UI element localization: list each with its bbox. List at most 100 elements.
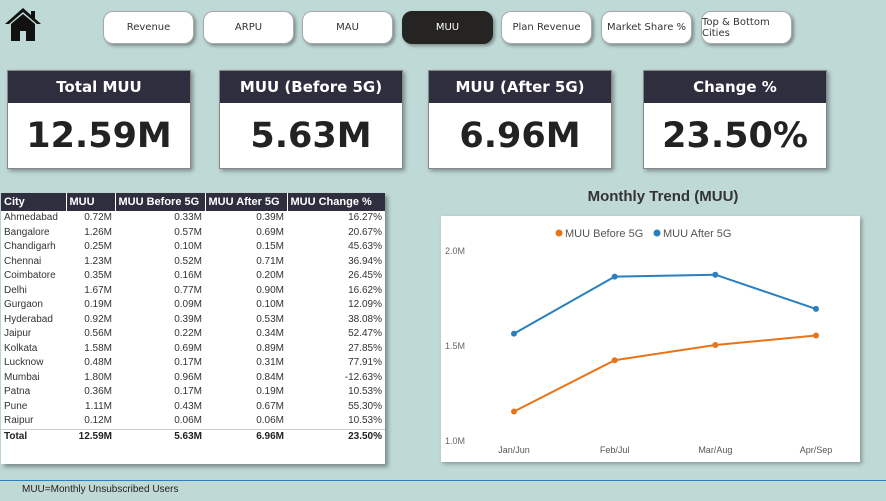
table-cell: 36.94%	[348, 255, 382, 267]
table-row[interactable]: Coimbatore 0.35M 0.16M 0.20M 26.45%	[1, 269, 385, 284]
data-point[interactable]	[511, 330, 517, 337]
table-cell: 1.67M	[84, 284, 112, 296]
table-cell: Chandigarh	[4, 241, 56, 252]
kpi-card-title: Total MUU	[8, 71, 190, 103]
column-header-muu-change[interactable]: MUU Change %	[287, 193, 385, 211]
kpi-card-title: Change %	[644, 71, 826, 103]
nav-button-arpu[interactable]: ARPU	[203, 11, 294, 44]
legend-label[interactable]: MUU After 5G	[663, 228, 731, 240]
nav-button-plan-revenue[interactable]: Plan Revenue	[501, 11, 592, 44]
nav-button-market-share[interactable]: Market Share %	[601, 11, 692, 44]
nav-button-revenue[interactable]: Revenue	[103, 11, 194, 44]
legend-marker	[653, 229, 661, 237]
table-cell: Total	[1, 428, 66, 444]
table-cell: 0.92M	[84, 313, 112, 325]
monthly-trend-chart: 2.0M 1.5M 1.0M Jan/Jun Feb/Jul Mar/Aug Apr/Sep…	[441, 216, 860, 462]
table-row[interactable]: Jaipur 0.56M 0.22M 0.34M 52.47%	[1, 327, 385, 342]
table-cell: Gurgaon	[4, 299, 43, 310]
table-row[interactable]: Kolkata 1.58M 0.69M 0.89M 27.85%	[1, 342, 385, 357]
table-cell: 12.09%	[348, 299, 382, 310]
legend-label[interactable]: MUU Before 5G	[565, 228, 643, 240]
x-tick-label: Apr/Sep	[800, 445, 833, 455]
table-cell: 0.17M	[174, 357, 202, 368]
table-cell: 0.16M	[174, 270, 202, 281]
table-row[interactable]: Ahmedabad 0.72M 0.33M 0.39M 16.27%	[1, 211, 385, 226]
table-cell: 0.69M	[256, 226, 284, 238]
table-row[interactable]: Raipur 0.12M 0.06M 0.06M 10.53%	[1, 414, 385, 429]
kpi-card-value: 6.96M	[459, 116, 581, 156]
table-cell: Ahmedabad	[4, 212, 58, 223]
data-point[interactable]	[611, 357, 618, 364]
data-point[interactable]	[813, 332, 819, 339]
table-cell: 0.06M	[256, 415, 284, 426]
table-cell: 10.53%	[348, 386, 382, 397]
x-tick-label: Feb/Jul	[600, 445, 630, 455]
data-point[interactable]	[813, 305, 819, 312]
table-cell: 0.90M	[256, 284, 284, 296]
table-row[interactable]: Pune 1.11M 0.43M 0.67M 55.30%	[1, 400, 385, 415]
table-row[interactable]: Chandigarh 0.25M 0.10M 0.15M 45.63%	[1, 240, 385, 255]
table-cell: 0.17M	[174, 386, 202, 397]
table-cell: 0.10M	[256, 299, 284, 310]
table-cell: 23.50%	[287, 428, 385, 444]
table-cell: Bangalore	[4, 226, 50, 238]
table-row[interactable]: Lucknow 0.48M 0.17M 0.31M 77.91%	[1, 356, 385, 371]
data-point[interactable]	[712, 271, 719, 278]
table-row[interactable]: Delhi 1.67M 0.77M 0.90M 16.62%	[1, 284, 385, 299]
table-cell: 0.34M	[256, 328, 284, 339]
table-cell: 0.57M	[174, 226, 202, 238]
y-tick-label: 2.0M	[445, 246, 465, 256]
data-point[interactable]	[511, 408, 517, 415]
table-cell: 45.63%	[348, 241, 382, 252]
kpi-card-value: 5.63M	[250, 116, 372, 156]
table-cell: Kolkata	[4, 342, 38, 354]
table-cell: 0.12M	[84, 415, 112, 426]
table-row[interactable]: Mumbai 1.80M 0.96M 0.84M -12.63%	[1, 371, 385, 386]
kpi-card-value: 12.59M	[26, 116, 172, 156]
column-header-muu-after-5g[interactable]: MUU After 5G	[205, 193, 288, 211]
table-cell: 0.39M	[174, 313, 202, 325]
table-cell: 12.59M	[66, 428, 115, 444]
table-cell: 0.33M	[174, 212, 202, 223]
table-cell: 0.31M	[256, 357, 284, 368]
table-cell: 0.89M	[256, 342, 284, 354]
table-cell: 0.71M	[256, 255, 284, 267]
table-cell: 0.09M	[174, 299, 202, 310]
table-row[interactable]: Gurgaon 0.19M 0.09M 0.10M 12.09%	[1, 298, 385, 313]
table-cell: 0.15M	[256, 241, 284, 252]
nav-button-muu[interactable]: MUU	[402, 11, 493, 44]
data-point[interactable]	[712, 342, 719, 348]
column-header-muu-before-5g[interactable]: MUU Before 5G	[115, 193, 206, 211]
table-row[interactable]: Hyderabad 0.92M 0.39M 0.53M 38.08%	[1, 313, 385, 328]
series-line	[513, 334, 817, 413]
table-cell: 0.43M	[174, 400, 202, 412]
nav-button-top-bottom-cities[interactable]: Top & Bottom Cities	[701, 11, 792, 44]
data-point[interactable]	[611, 273, 618, 280]
table-cell: 26.45%	[348, 270, 382, 281]
kpi-card-title: MUU (After 5G)	[429, 71, 611, 103]
home-icon[interactable]	[4, 6, 42, 42]
table-cell: 0.77M	[174, 284, 202, 296]
table-cell: Jaipur	[4, 328, 32, 339]
column-header-muu[interactable]: MUU	[66, 193, 116, 211]
line-chart-svg: 2.0M 1.5M 1.0M Jan/Jun Feb/Jul Mar/Aug Apr/Sep…	[445, 228, 833, 455]
chart-title: Monthly Trend (MUU)	[587, 188, 739, 205]
table-cell: 0.06M	[174, 415, 202, 426]
footer-divider	[0, 480, 886, 481]
table-row[interactable]: Chennai 1.23M 0.52M 0.71M 36.94%	[1, 255, 385, 270]
kpi-card-muu-after-5g: MUU (After 5G) 6.96M	[428, 70, 612, 169]
table-row[interactable]: Patna 0.36M 0.17M 0.19M 10.53%	[1, 385, 385, 400]
table-cell: 0.69M	[174, 342, 202, 354]
table-total-row[interactable]: Total 12.59M 5.63M 6.96M 23.50%	[1, 428, 385, 444]
nav-button-mau[interactable]: MAU	[302, 11, 393, 44]
column-header-city[interactable]: City	[1, 193, 67, 211]
table-cell: 10.53%	[348, 415, 382, 426]
table-row[interactable]: Bangalore 1.26M 0.57M 0.69M 20.67%	[1, 226, 385, 241]
table-cell: 0.25M	[84, 241, 112, 252]
table-cell: 0.52M	[174, 255, 202, 267]
kpi-card-total-muu: Total MUU 12.59M	[7, 70, 191, 169]
table-cell: 0.72M	[84, 212, 112, 223]
table-cell: 0.39M	[256, 212, 284, 223]
table-cell: 0.20M	[256, 270, 284, 281]
kpi-card-title: MUU (Before 5G)	[220, 71, 402, 103]
